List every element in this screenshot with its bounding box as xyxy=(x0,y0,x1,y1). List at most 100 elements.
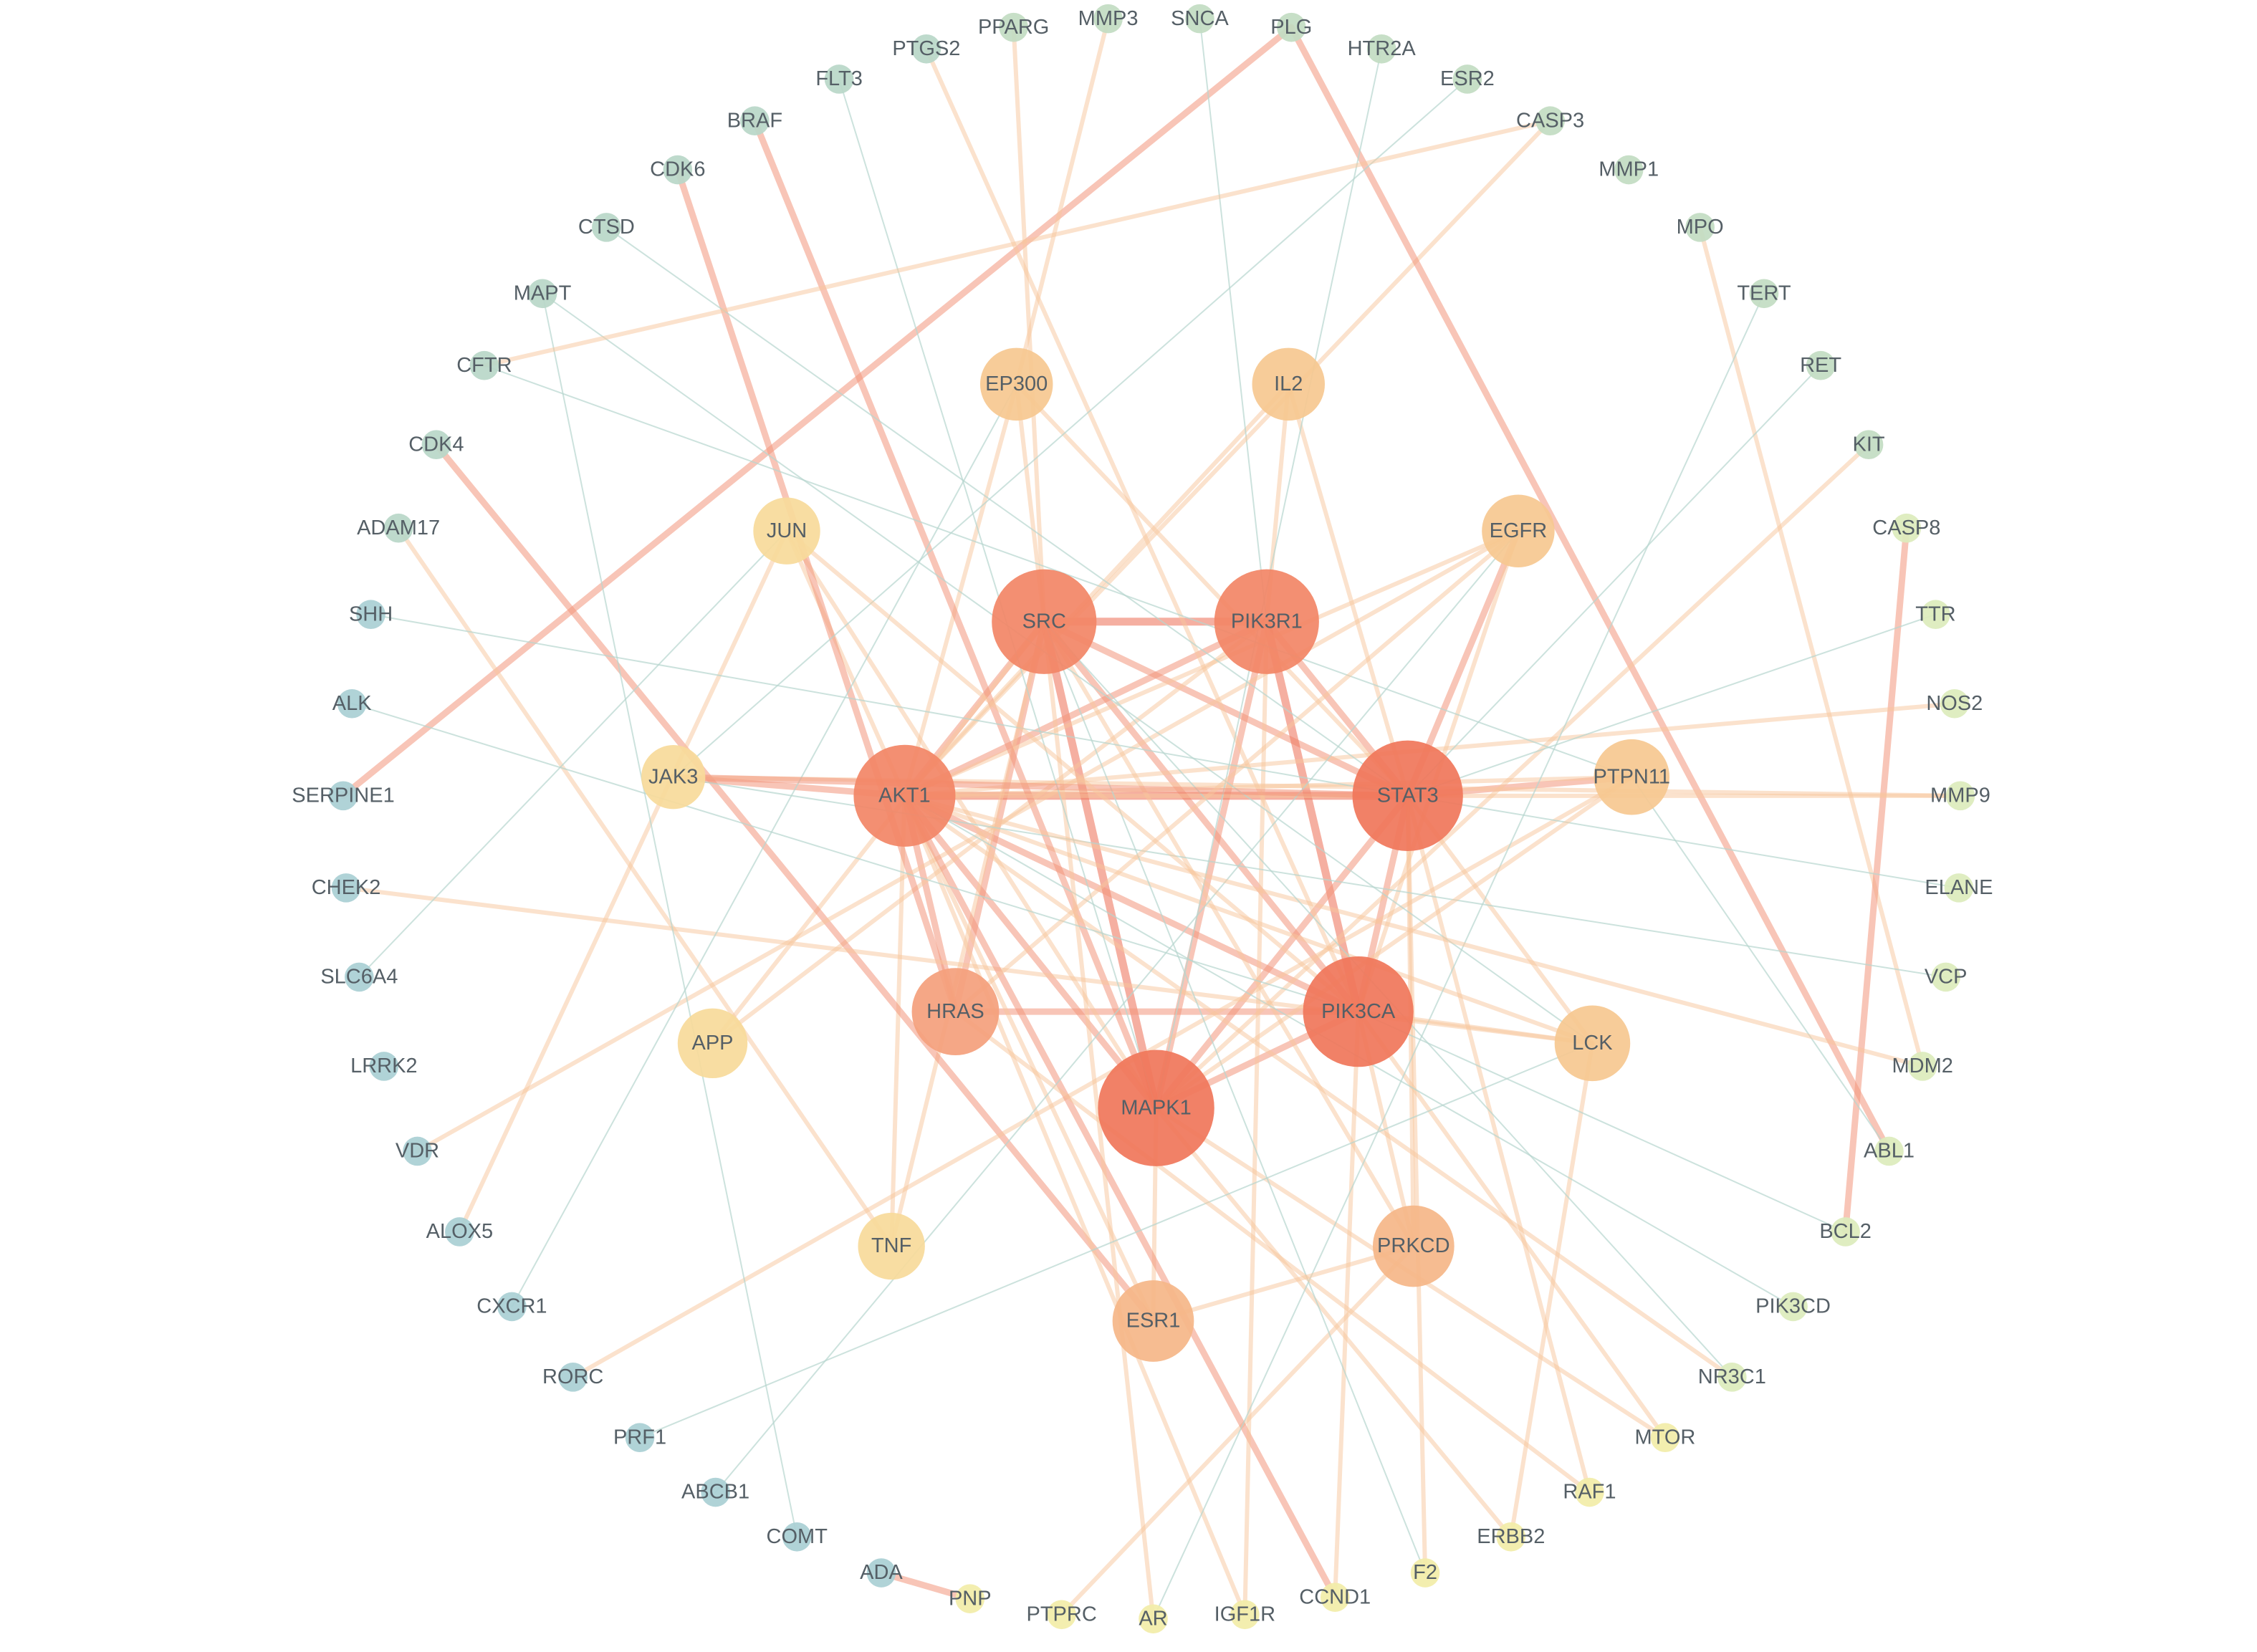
edge xyxy=(1153,618,1270,1112)
node-label: CTSD xyxy=(578,216,635,239)
node-label: PTGS2 xyxy=(892,37,960,60)
node xyxy=(1907,1052,1937,1081)
node xyxy=(345,962,374,992)
node xyxy=(999,12,1028,42)
edge xyxy=(1508,1041,1595,1540)
node xyxy=(383,513,413,543)
node xyxy=(979,347,1053,421)
node-label: FLT3 xyxy=(815,67,863,90)
node xyxy=(1944,873,1974,903)
node-label: PPARG xyxy=(978,16,1049,39)
edge xyxy=(481,118,1553,368)
node-label: JUN xyxy=(767,519,807,542)
node xyxy=(753,497,820,565)
edge xyxy=(901,792,1160,1112)
node xyxy=(497,1292,527,1322)
edge xyxy=(1154,1105,1513,1540)
node-label: ABL1 xyxy=(1864,1140,1915,1163)
node xyxy=(911,968,1000,1056)
edge xyxy=(1011,25,1047,624)
edge xyxy=(1405,793,1428,1575)
node-label: MMP9 xyxy=(1930,784,1990,807)
node-label: KIT xyxy=(1853,433,1885,456)
node-label: SHH xyxy=(349,602,393,625)
edge xyxy=(1014,16,1111,387)
edge xyxy=(838,78,1157,1109)
node xyxy=(1854,430,1884,459)
edge xyxy=(878,1570,974,1603)
node xyxy=(858,1212,925,1280)
node xyxy=(1778,1292,1808,1322)
node-label: RORC xyxy=(542,1365,603,1388)
edge xyxy=(953,1009,1592,1495)
node xyxy=(1594,739,1670,815)
edge xyxy=(1153,792,1412,1112)
edge xyxy=(1288,24,1893,1155)
node-label: ELANE xyxy=(1925,876,1993,899)
edge xyxy=(457,529,790,1234)
node-label: MTOR xyxy=(1635,1426,1696,1449)
node-label: SRC xyxy=(1022,610,1066,633)
node xyxy=(1214,569,1319,674)
node-label: SLC6A4 xyxy=(320,966,398,989)
node-label: EP300 xyxy=(985,373,1048,395)
edge xyxy=(1014,382,1410,798)
edge xyxy=(1631,776,1890,1152)
node xyxy=(625,1423,655,1453)
node-label: NR3C1 xyxy=(1698,1365,1766,1388)
edge xyxy=(358,530,788,978)
node xyxy=(1535,106,1565,136)
node-label: NOS2 xyxy=(1926,692,1983,715)
node xyxy=(558,1363,588,1392)
node-label: MMP3 xyxy=(1078,7,1139,30)
node xyxy=(1921,600,1950,630)
edge xyxy=(605,226,1409,797)
node-label: PIK3R1 xyxy=(1231,610,1303,633)
node-label: MDM2 xyxy=(1892,1055,1952,1077)
node xyxy=(1945,781,1975,811)
node xyxy=(1047,1600,1076,1630)
node xyxy=(1093,4,1123,34)
edge xyxy=(1286,382,1410,798)
node-label: PIK3CA xyxy=(1321,1000,1396,1023)
node xyxy=(1650,1423,1680,1453)
node-label: LCK xyxy=(1572,1032,1613,1055)
edge xyxy=(902,793,1247,1617)
node-label: PRKCD xyxy=(1377,1234,1450,1257)
node xyxy=(1806,350,1836,380)
node xyxy=(1252,347,1326,421)
node xyxy=(592,213,621,242)
node xyxy=(1352,740,1463,851)
edge xyxy=(902,793,1735,1380)
node-label: CDK6 xyxy=(650,158,705,181)
node xyxy=(1139,1604,1168,1634)
nodes: PPARG MMP3 SNCA PLG HTR2A ESR2 CASP3 MMP1 MPO TER… xyxy=(292,4,1993,1634)
edge xyxy=(511,383,1017,1307)
node xyxy=(1749,279,1779,309)
node-label: CASP8 xyxy=(1872,517,1940,539)
node-label: MMP1 xyxy=(1599,158,1659,181)
node xyxy=(1482,494,1555,567)
node xyxy=(331,873,361,903)
edge xyxy=(902,118,1553,798)
edge xyxy=(672,78,1468,778)
node-label: HRAS xyxy=(926,1000,984,1023)
node xyxy=(1366,34,1396,64)
node-label: AR xyxy=(1139,1607,1167,1630)
node-label: RAF1 xyxy=(1563,1481,1616,1504)
node xyxy=(1940,688,1970,719)
node-label: MAPK1 xyxy=(1121,1096,1191,1119)
edge xyxy=(1407,613,1937,797)
node xyxy=(955,1584,985,1613)
edge xyxy=(924,47,1361,1014)
edge xyxy=(340,24,1295,799)
node xyxy=(824,64,854,94)
edge xyxy=(396,526,894,1249)
node xyxy=(1230,1600,1260,1630)
node xyxy=(853,744,956,847)
node-label: PNP xyxy=(949,1587,992,1610)
edge xyxy=(433,441,1157,1325)
node xyxy=(1575,1477,1604,1507)
edge xyxy=(1043,620,1427,1574)
